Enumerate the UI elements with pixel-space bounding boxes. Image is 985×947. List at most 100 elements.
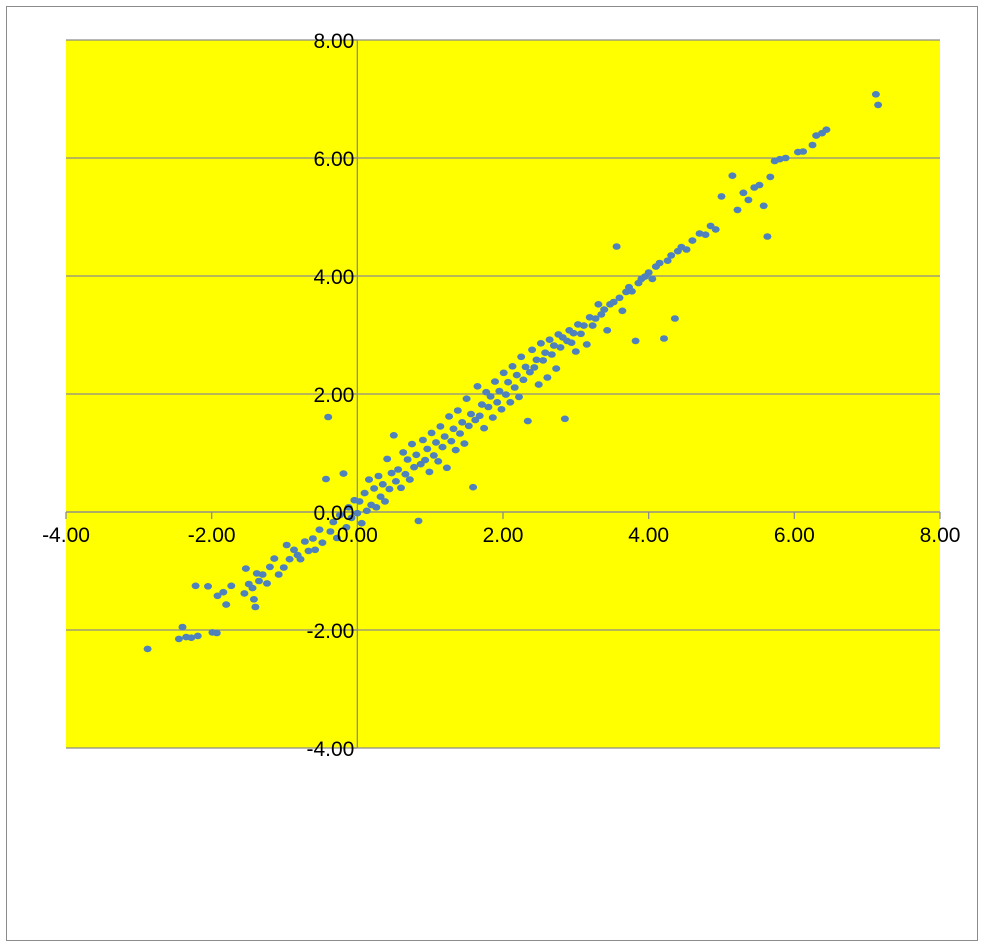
data-point [588, 322, 597, 329]
data-point [399, 449, 408, 456]
data-point [451, 446, 460, 454]
data-point [460, 440, 469, 447]
data-point [344, 504, 353, 511]
data-point [360, 489, 369, 497]
data-point [329, 518, 338, 526]
data-point [453, 407, 462, 414]
x-tick-label: -2.00 [188, 524, 236, 547]
data-point [688, 237, 697, 244]
data-point [501, 391, 510, 398]
data-point [249, 596, 258, 603]
data-point [347, 514, 356, 522]
data-point [385, 485, 394, 493]
data-point [569, 329, 578, 337]
data-point [427, 429, 436, 437]
data-point [532, 356, 541, 364]
data-point [545, 336, 554, 344]
data-point [612, 243, 621, 250]
data-point [560, 415, 569, 423]
data-point [213, 592, 222, 600]
data-point [682, 246, 691, 253]
data-point [603, 327, 612, 334]
data-point [318, 539, 327, 546]
data-point [332, 534, 341, 542]
data-point [434, 458, 443, 465]
data-point [204, 583, 212, 590]
data-point [491, 378, 499, 385]
data-point [781, 154, 790, 162]
data-point [405, 476, 414, 483]
data-point [279, 564, 288, 571]
x-tick-label: 8.00 [920, 524, 961, 547]
data-point [579, 322, 588, 329]
data-point [335, 511, 344, 519]
data-point [212, 629, 221, 637]
data-point [311, 546, 320, 554]
data-point [432, 439, 440, 446]
data-point [480, 424, 489, 432]
data-point [285, 555, 294, 563]
data-point [519, 376, 528, 384]
data-point [660, 335, 668, 342]
x-tick-label: 4.00 [628, 524, 669, 547]
data-point [462, 395, 471, 403]
data-point [270, 555, 279, 562]
data-point [389, 432, 398, 439]
data-point [315, 526, 324, 533]
data-point [799, 148, 808, 155]
y-tick-label: 8.00 [313, 30, 354, 53]
y-tick-label: -2.00 [306, 620, 354, 643]
data-point [438, 443, 447, 451]
data-point [263, 580, 271, 587]
data-point [290, 546, 298, 554]
data-point [464, 422, 473, 430]
data-point [397, 484, 405, 492]
data-point [355, 498, 364, 505]
data-point [403, 456, 412, 463]
data-point [499, 369, 508, 377]
data-point [552, 365, 561, 372]
data-point [711, 226, 720, 233]
data-point [429, 452, 438, 459]
data-point [469, 483, 478, 491]
data-point [523, 417, 532, 425]
data-point [755, 181, 764, 189]
data-point [342, 524, 351, 531]
data-point [473, 383, 482, 390]
data-point [530, 364, 539, 371]
data-point [370, 485, 379, 492]
data-point [394, 466, 403, 473]
data-point [525, 368, 534, 376]
data-point [493, 399, 502, 406]
data-point [447, 437, 456, 445]
data-point [241, 565, 250, 572]
data-point [627, 288, 636, 295]
data-point [582, 341, 591, 348]
data-point [534, 381, 543, 388]
data-point [304, 547, 313, 555]
data-point [871, 91, 880, 98]
data-point [508, 363, 517, 370]
data-point [644, 269, 653, 276]
data-point [362, 507, 371, 515]
data-point [701, 231, 710, 238]
data-point [339, 470, 348, 477]
data-point [631, 337, 640, 345]
data-point [475, 412, 484, 420]
data-point [600, 306, 609, 313]
data-point [442, 464, 451, 472]
data-point [615, 294, 624, 302]
data-point [648, 275, 657, 283]
data-point [728, 172, 737, 179]
data-point [449, 425, 458, 433]
x-tick-label: 2.00 [483, 524, 524, 547]
data-point [497, 406, 506, 413]
data-point [240, 590, 249, 597]
data-point [421, 456, 430, 464]
data-point [322, 475, 330, 483]
data-point [387, 469, 396, 477]
data-point [655, 259, 664, 267]
axes [65, 39, 941, 749]
data-point [174, 635, 183, 643]
data-point [763, 233, 772, 240]
